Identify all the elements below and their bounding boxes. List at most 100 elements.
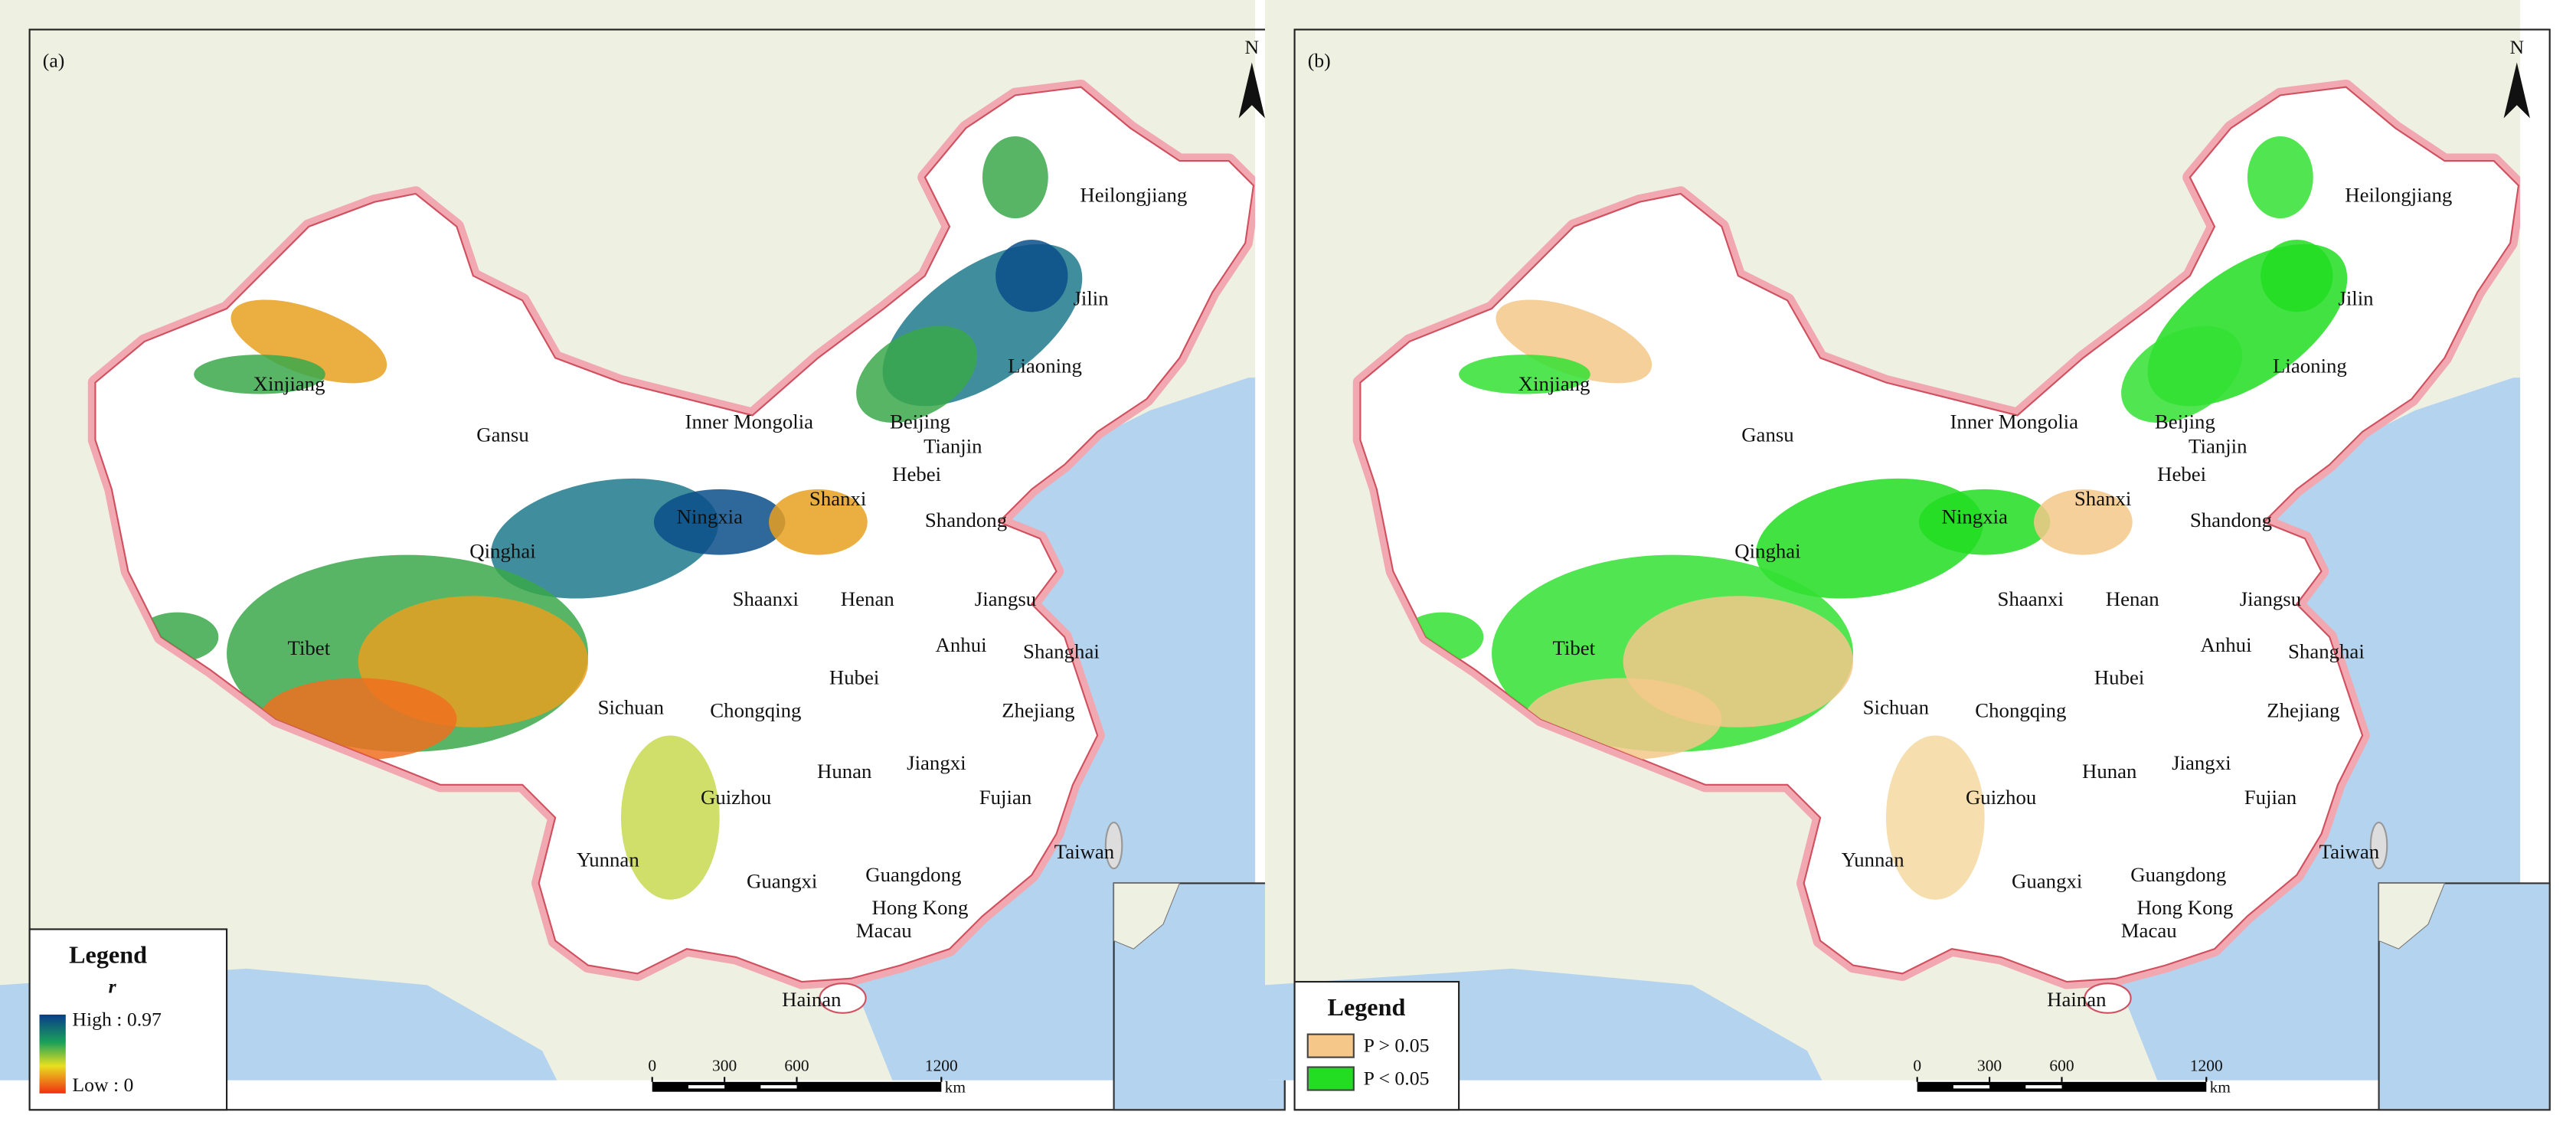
- legend-swatch: [1306, 1066, 1355, 1091]
- province-label: Hebei: [2157, 463, 2206, 485]
- panel-border: [1293, 28, 2551, 1111]
- province-label: Hainan: [2047, 988, 2106, 1011]
- legend-ramp: [39, 1014, 66, 1094]
- province-label: Yunnan: [1842, 848, 1904, 871]
- province-label: Shanxi: [2074, 487, 2131, 510]
- raster-patch: [995, 240, 1068, 312]
- province-label: Guangdong: [2130, 863, 2226, 886]
- province-label: Fujian: [2244, 786, 2297, 809]
- china: Xinjiang Heilongjiang Jilin Liaoning Inner M…: [94, 86, 1255, 1014]
- province-label: Zhejiang: [2267, 699, 2339, 722]
- raster: [1401, 136, 2348, 900]
- scale-unit: km: [2210, 1077, 2231, 1096]
- province-label: Hubei: [2094, 666, 2145, 689]
- province-label: Hubei: [829, 666, 880, 689]
- province-label: Henan: [2106, 587, 2159, 610]
- province-label: Jilin: [1073, 286, 1108, 309]
- province-label: Beijing: [2155, 410, 2215, 433]
- taiwan: [1104, 822, 1123, 870]
- province-label: Guizhou: [1966, 786, 2036, 809]
- province-label: Hunan: [817, 760, 871, 783]
- province-label: Fujian: [979, 786, 1032, 809]
- province-label: Ningxia: [1942, 505, 2008, 528]
- scale-bar: [1917, 1081, 2207, 1092]
- panel-label: (b): [1308, 49, 1331, 71]
- province-label: Gansu: [476, 423, 529, 446]
- scale-tick-label: 0: [1913, 1056, 1921, 1074]
- province-label: Jilin: [2338, 286, 2373, 309]
- scale-tick-label: 1200: [925, 1056, 958, 1074]
- province-label: Shanghai: [2288, 639, 2365, 662]
- province-label: Anhui: [2201, 633, 2252, 656]
- province-label: Tibet: [1552, 636, 1595, 659]
- raster-patch: [620, 735, 720, 900]
- scale-tick-label: 300: [712, 1056, 737, 1074]
- province-label: Qinghai: [469, 540, 535, 563]
- province-label: Guangxi: [747, 870, 817, 893]
- raster-patch: [2121, 325, 2243, 423]
- province-label: Heilongjiang: [2345, 183, 2452, 206]
- hainan: [2084, 982, 2132, 1014]
- north-arrow: [2503, 62, 2530, 119]
- province-label: Anhui: [936, 633, 987, 656]
- map-panel: Xinjiang Heilongjiang Jilin Liaoning Inner M…: [1264, 0, 2551, 1111]
- province-label: Xinjiang: [253, 372, 325, 395]
- province-label: Jiangxi: [2172, 751, 2231, 774]
- province-label: Sichuan: [598, 695, 664, 718]
- raster-patch: [1918, 489, 2051, 555]
- scale-bar-segment: [688, 1085, 725, 1089]
- raster-patch: [194, 355, 325, 394]
- raster-patch: [1496, 299, 1652, 384]
- north-label: N: [2509, 36, 2524, 58]
- raster-patch: [856, 325, 978, 423]
- province-label: Henan: [841, 587, 894, 610]
- taiwan: [2369, 822, 2388, 870]
- raster-patch: [1885, 735, 1985, 900]
- scale-bar-segment: [1953, 1085, 1990, 1089]
- province-label: Tianjin: [2189, 434, 2247, 457]
- scale-bar-segment: [760, 1085, 797, 1089]
- raster-patch: [2034, 489, 2133, 555]
- province-label: Gansu: [1741, 423, 1794, 446]
- scale-bar-segment: [2025, 1085, 2062, 1089]
- legend-subtitle: r: [109, 976, 117, 998]
- province-label: Inner Mongolia: [685, 410, 814, 433]
- province-label: Hunan: [2082, 760, 2136, 783]
- province-label: Yunnan: [577, 848, 639, 871]
- raster-patch: [2247, 136, 2313, 219]
- province-label: Hebei: [892, 463, 941, 485]
- panel-label: (a): [43, 49, 65, 71]
- province-label: Macau: [2121, 919, 2177, 942]
- legend-title: Legend: [69, 940, 147, 968]
- province-label: Tianjin: [924, 434, 982, 457]
- province-label: Beijing: [890, 410, 950, 433]
- legend-high: High : 0.97: [72, 1008, 162, 1030]
- province-label: Shaanxi: [733, 587, 799, 610]
- frame-content: Xinjiang Heilongjiang Jilin Liaoning Inner M…: [1264, 0, 2521, 1081]
- scale-tick-label: 0: [648, 1056, 656, 1074]
- province-label: Jiangsu: [2240, 587, 2301, 610]
- raster-patch: [1459, 355, 1590, 394]
- north-arrow: [1238, 62, 1265, 119]
- province-label: Taiwan: [1054, 840, 1115, 863]
- province-label: Sichuan: [1863, 695, 1929, 718]
- legend-low: Low : 0: [72, 1074, 133, 1096]
- north-label: N: [1245, 36, 1260, 58]
- legend-item: P > 0.05: [1364, 1035, 1430, 1057]
- province-label: Xinjiang: [1518, 372, 1590, 395]
- province-label: Ningxia: [677, 505, 743, 528]
- province-label: Guangdong: [865, 863, 961, 886]
- inset-land: [2378, 882, 2446, 950]
- legend-swatch: [1306, 1033, 1355, 1058]
- province-label: Guizhou: [701, 786, 771, 809]
- province-label: Liaoning: [2273, 354, 2347, 377]
- province-label: Jiangxi: [907, 751, 966, 774]
- scale-unit: km: [945, 1077, 966, 1096]
- province-label: Shandong: [925, 508, 1007, 531]
- province-label: Chongqing: [710, 699, 801, 722]
- province-label: Hong Kong: [872, 896, 969, 919]
- raster-patch: [769, 489, 868, 555]
- china: Xinjiang Heilongjiang Jilin Liaoning Inner M…: [1359, 86, 2520, 1014]
